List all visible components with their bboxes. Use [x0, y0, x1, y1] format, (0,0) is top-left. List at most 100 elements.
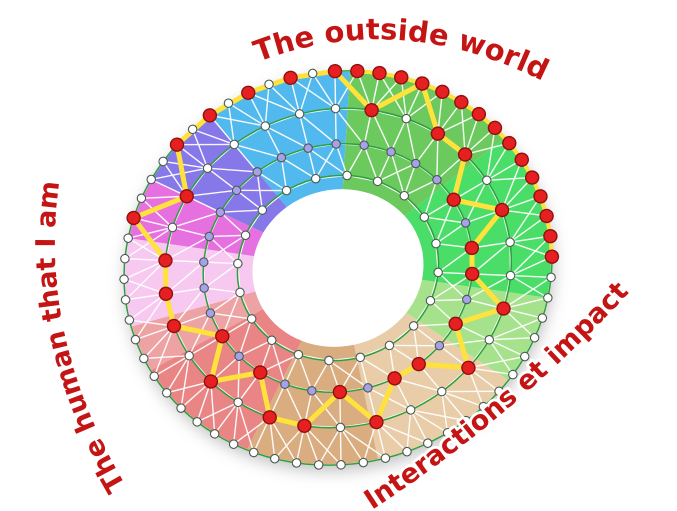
highlight-node [297, 418, 312, 434]
highlight-node [158, 253, 173, 268]
node [358, 457, 369, 468]
node [231, 185, 242, 196]
node [384, 340, 395, 351]
node [432, 175, 442, 185]
node [380, 453, 391, 463]
highlight-node [496, 301, 511, 316]
node [331, 139, 341, 149]
highlight-node [179, 189, 194, 204]
node [280, 379, 290, 389]
node [248, 447, 259, 458]
node [257, 205, 268, 215]
node [199, 283, 209, 293]
highlight-node [435, 84, 450, 100]
node [330, 103, 341, 114]
highlight-node [364, 102, 379, 118]
highlight-node [514, 152, 529, 167]
node [310, 173, 321, 184]
node [401, 113, 412, 124]
node [136, 193, 147, 204]
highlight-node [471, 106, 487, 122]
highlight-node [350, 63, 365, 79]
node [158, 156, 168, 167]
label-human-that-i-am: The human that I am [31, 179, 132, 497]
highlight-node [387, 371, 402, 386]
node [402, 446, 412, 457]
node [537, 313, 548, 323]
node [431, 238, 441, 249]
node [359, 140, 369, 150]
highlight-node [215, 329, 230, 344]
node [252, 167, 262, 177]
highlight-node [543, 228, 558, 244]
node [124, 315, 135, 325]
node [478, 401, 489, 412]
wheel [119, 63, 560, 470]
node [233, 397, 243, 408]
node [199, 257, 209, 267]
highlight-node [394, 70, 409, 85]
node [204, 231, 215, 242]
node [223, 98, 234, 108]
node [508, 369, 518, 380]
node [419, 212, 430, 222]
node [307, 386, 317, 396]
node [505, 237, 515, 247]
highlight-node [430, 126, 446, 141]
highlight-node [169, 137, 185, 152]
highlight-node [202, 108, 218, 123]
node [405, 405, 416, 415]
node [146, 174, 156, 185]
highlight-node [158, 286, 174, 301]
node [434, 340, 445, 351]
node [187, 124, 198, 135]
node [442, 428, 453, 438]
node [410, 158, 421, 169]
node [264, 79, 274, 90]
node [161, 388, 172, 398]
node [433, 267, 443, 278]
node [408, 321, 419, 331]
node [215, 207, 226, 217]
node [335, 422, 346, 433]
highlight-node [454, 94, 469, 110]
node [482, 175, 492, 186]
highlight-node [415, 76, 430, 91]
node [209, 429, 220, 439]
node [505, 270, 516, 281]
highlight-node [487, 120, 503, 136]
highlight-node [465, 266, 480, 282]
sector-green-light [406, 279, 548, 381]
highlight-node [241, 85, 256, 101]
node [425, 295, 436, 306]
node [307, 68, 318, 79]
node [293, 349, 304, 360]
node [303, 143, 313, 153]
node [149, 371, 159, 382]
node [460, 218, 471, 228]
highlight-node [332, 384, 348, 400]
node [342, 170, 352, 181]
node [399, 190, 410, 201]
highlight-node [126, 210, 141, 226]
node [234, 351, 244, 361]
node [167, 222, 178, 233]
node [291, 458, 302, 468]
node [363, 383, 373, 393]
node [543, 293, 553, 303]
highlight-node [457, 147, 473, 162]
node [336, 460, 346, 470]
node [130, 334, 141, 345]
node [120, 295, 131, 305]
node [484, 334, 494, 345]
node [139, 353, 149, 364]
node [120, 253, 130, 264]
node [276, 152, 287, 163]
highlight-node [533, 189, 548, 204]
highlight-node [369, 414, 384, 430]
node [324, 355, 334, 366]
highlight-node [253, 365, 268, 380]
highlight-node [464, 240, 480, 256]
node [229, 139, 239, 150]
node [119, 274, 129, 285]
